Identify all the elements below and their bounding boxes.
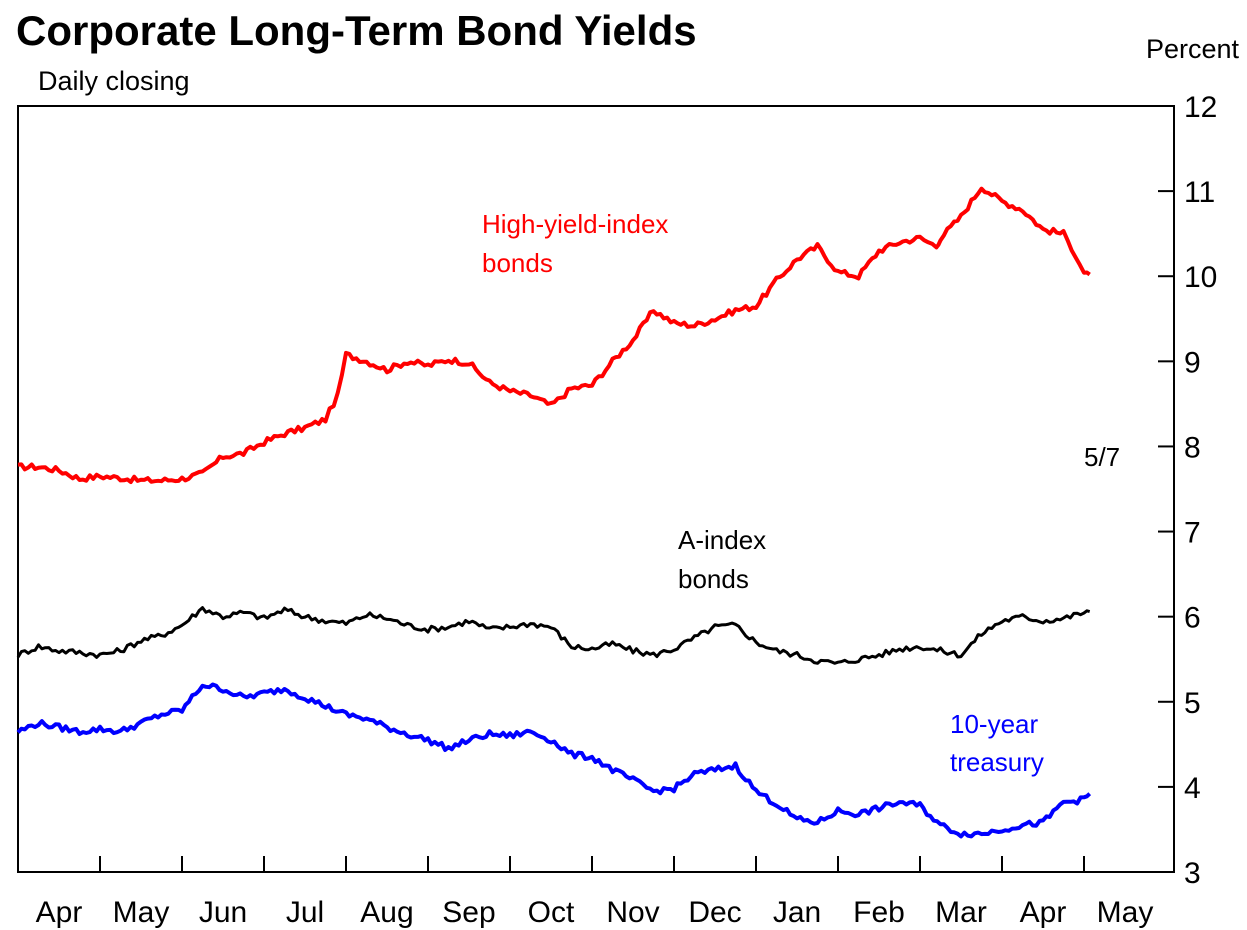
annotation-high-yield: High-yield-index bonds <box>482 209 668 278</box>
x-tick-label: Jul <box>286 896 324 929</box>
x-tick-label: May <box>113 896 170 929</box>
x-tick-label: Sep <box>442 896 495 929</box>
x-axis: Apr May Jun Jul Aug Sep Oct Nov Dec Jan Feb Mar Apr M… <box>36 856 1154 929</box>
y-axis: 3 4 5 6 7 8 9 10 11 12 <box>1158 91 1217 890</box>
x-tick-label: Feb <box>853 896 905 929</box>
x-tick-label: Oct <box>528 896 575 929</box>
y-tick-label: 9 <box>1184 346 1201 379</box>
y-tick-label: 6 <box>1184 602 1201 635</box>
y-tick-label: 12 <box>1184 91 1217 124</box>
y-tick-label: 11 <box>1184 176 1215 209</box>
annotation-high-yield-line2: bonds <box>482 248 553 278</box>
x-tick-label: May <box>1097 896 1154 929</box>
y-tick-label: 10 <box>1184 261 1217 294</box>
x-tick-label: Apr <box>1020 896 1067 929</box>
series-layer <box>16 186 1092 839</box>
series-line-10-year-treasury <box>16 682 1092 839</box>
x-tick-label: Jan <box>773 896 821 929</box>
y-tick-label: 3 <box>1184 857 1201 890</box>
y-tick-label: 4 <box>1184 772 1201 805</box>
plot-frame <box>17 105 1175 873</box>
end-date-label: 5/7 <box>1084 442 1120 472</box>
x-tick-label: Aug <box>360 896 413 929</box>
x-tick-label: Apr <box>36 896 83 929</box>
series-line-high-yield <box>17 186 1091 484</box>
x-tick-label: Nov <box>606 896 659 929</box>
chart-title: Corporate Long-Term Bond Yields <box>16 7 697 54</box>
y-tick-label: 7 <box>1184 517 1201 550</box>
y-tick-label: 8 <box>1184 431 1201 464</box>
x-tick-label: Dec <box>688 896 741 929</box>
annotation-treasury: 10-year treasury <box>950 709 1044 777</box>
annotation-treasury-line2: treasury <box>950 747 1044 777</box>
x-tick-label: Mar <box>935 896 987 929</box>
annotation-a-index: A-index bonds <box>678 525 766 594</box>
annotation-a-index-line2: bonds <box>678 564 749 594</box>
annotation-a-index-line1: A-index <box>678 525 766 555</box>
x-tick-label: Jun <box>199 896 247 929</box>
y-tick-label: 5 <box>1184 687 1201 720</box>
series-line-a-index <box>16 606 1091 665</box>
chart-subtitle: Daily closing <box>38 66 190 96</box>
y-axis-unit-label: Percent <box>1146 34 1240 64</box>
annotation-high-yield-line1: High-yield-index <box>482 209 668 239</box>
annotation-treasury-line1: 10-year <box>950 709 1038 739</box>
